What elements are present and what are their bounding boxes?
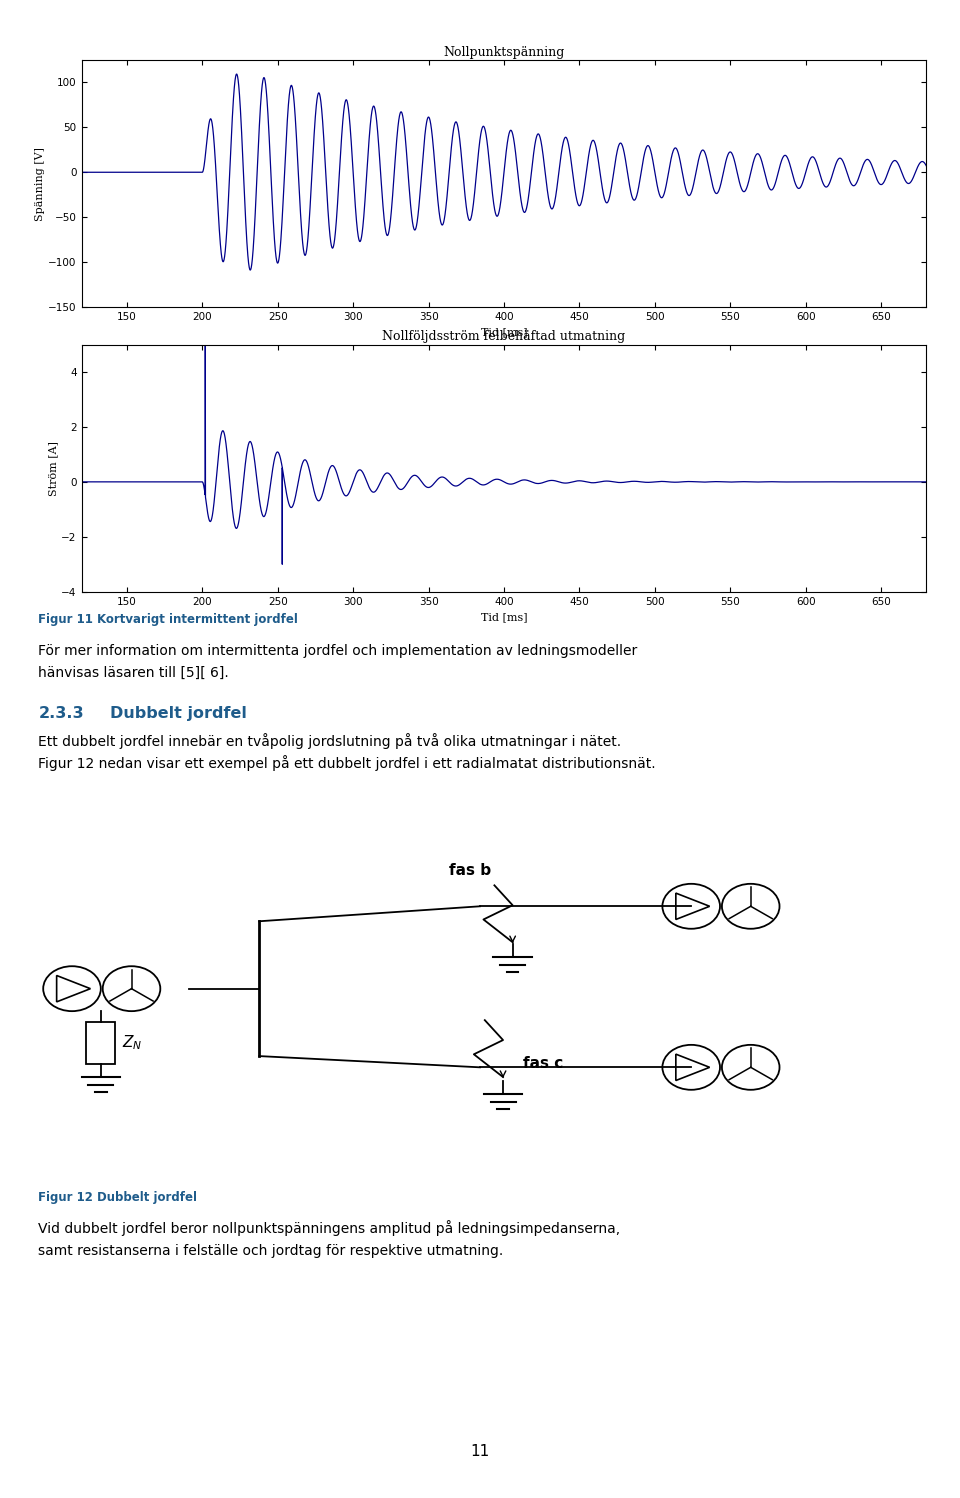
Text: För mer information om intermittenta jordfel och implementation av ledningsmodel: För mer information om intermittenta jor… xyxy=(38,644,637,658)
Y-axis label: Ström [A]: Ström [A] xyxy=(49,440,59,496)
Text: Figur 12 nedan visar ett exempel på ett dubbelt jordfel i ett radialmatat distri: Figur 12 nedan visar ett exempel på ett … xyxy=(38,755,656,771)
Text: Vid dubbelt jordfel beror nollpunktspänningens amplitud på ledningsimpedanserna,: Vid dubbelt jordfel beror nollpunktspänn… xyxy=(38,1219,620,1236)
X-axis label: Tid [ms]: Tid [ms] xyxy=(481,613,527,622)
Title: Nollföljdsström felbehäftad utmatning: Nollföljdsström felbehäftad utmatning xyxy=(382,331,626,343)
Text: Figur 12 Dubbelt jordfel: Figur 12 Dubbelt jordfel xyxy=(38,1191,198,1204)
Text: $Z_N$: $Z_N$ xyxy=(122,1034,142,1052)
Text: samt resistanserna i felställe och jordtag för respektive utmatning.: samt resistanserna i felställe och jordt… xyxy=(38,1245,504,1258)
Text: Dubbelt jordfel: Dubbelt jordfel xyxy=(110,706,248,721)
Text: Ett dubbelt jordfel innebär en tvåpolig jordslutning på två olika utmatningar i : Ett dubbelt jordfel innebär en tvåpolig … xyxy=(38,733,621,749)
X-axis label: Tid [ms]: Tid [ms] xyxy=(481,328,527,337)
Text: fas b: fas b xyxy=(449,863,492,878)
Bar xyxy=(86,1022,115,1064)
Text: 11: 11 xyxy=(470,1444,490,1459)
Title: Nollpunktspänning: Nollpunktspänning xyxy=(444,46,564,58)
Text: 2.3.3: 2.3.3 xyxy=(38,706,84,721)
Text: fas c: fas c xyxy=(523,1056,564,1071)
Text: hänvisas läsaren till [5][ 6].: hänvisas läsaren till [5][ 6]. xyxy=(38,667,229,680)
Text: Figur 11 Kortvarigt intermittent jordfel: Figur 11 Kortvarigt intermittent jordfel xyxy=(38,613,299,626)
Y-axis label: Spänning [V]: Spänning [V] xyxy=(36,147,45,220)
